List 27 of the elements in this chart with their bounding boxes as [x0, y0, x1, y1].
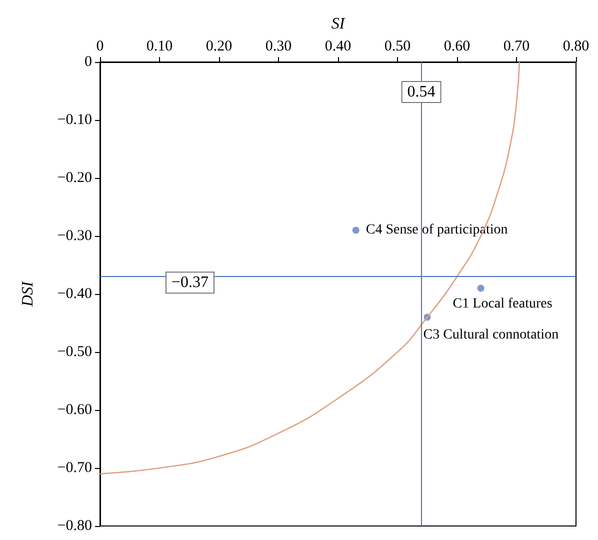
x-tick-label: 0.70 [503, 38, 530, 54]
y-tick-label: −0.10 [57, 112, 92, 128]
x-tick-label: 0.20 [206, 38, 232, 54]
y-tick-label: −0.20 [57, 170, 92, 186]
annotation: C4 Sense of participation [366, 222, 508, 238]
annotation: C3 Cultural connotation [423, 328, 559, 343]
y-tick-label: −0.60 [57, 402, 92, 418]
annotation: C1 Local features [452, 296, 552, 312]
ref-line-label: −0.37 [171, 274, 209, 292]
x-tick-label: 0.40 [324, 38, 352, 54]
y-tick-label: −0.50 [57, 344, 92, 360]
y-axis-title: DSI [20, 280, 36, 308]
point [477, 284, 484, 292]
x-axis-title: SI [331, 16, 346, 32]
y-tick-label: 0 [84, 54, 92, 70]
x-tick-label: 0.60 [444, 38, 470, 54]
y-tick-label: −0.70 [57, 460, 92, 476]
y-tick-label: −0.30 [57, 228, 92, 244]
x-tick-label: 0.80 [562, 38, 590, 54]
x-tick-label: 0.30 [265, 38, 292, 54]
x-tick-label: 0 [96, 38, 104, 54]
y-tick-label: −0.40 [57, 286, 92, 302]
ref-line-label: 0.54 [407, 84, 436, 100]
y-tick-label: −0.80 [57, 518, 92, 534]
x-tick-label: 0.50 [384, 38, 411, 54]
point [352, 226, 360, 234]
x-tick-label: 0.10 [146, 38, 173, 54]
